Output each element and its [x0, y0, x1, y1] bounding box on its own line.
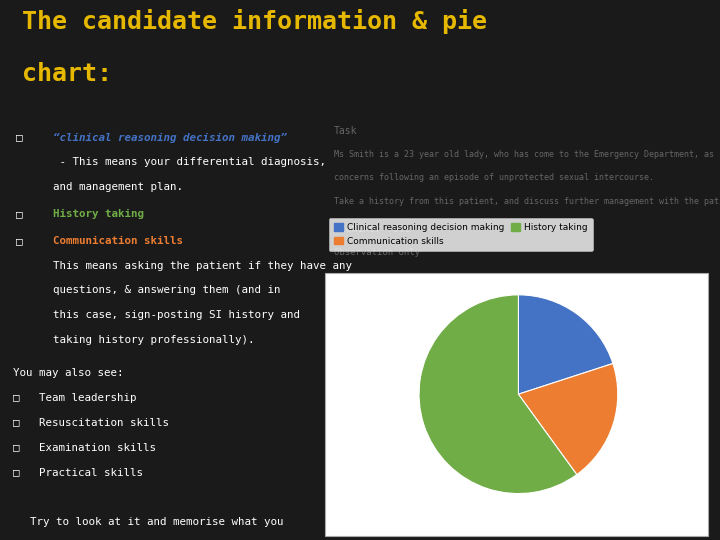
Text: □   Practical skills: □ Practical skills: [12, 467, 143, 477]
Text: Examiner role: Examiner role: [333, 224, 410, 234]
Text: □   Resuscitation skills: □ Resuscitation skills: [12, 417, 168, 428]
Text: questions, & answering them (and in: questions, & answering them (and in: [53, 285, 281, 295]
Text: The candidate information & pie: The candidate information & pie: [22, 9, 487, 34]
Wedge shape: [518, 363, 618, 475]
Text: and management plan.: and management plan.: [53, 182, 184, 192]
Wedge shape: [419, 295, 577, 494]
Text: Take a history from this patient, and discuss further management with the patien: Take a history from this patient, and di…: [333, 197, 720, 206]
Text: □: □: [16, 209, 22, 219]
Text: □: □: [16, 133, 22, 143]
Text: concerns following an episode of unprotected sexual intercourse.: concerns following an episode of unprote…: [333, 173, 654, 182]
Text: Try to look at it and memorise what you: Try to look at it and memorise what you: [30, 517, 284, 528]
Text: □: □: [16, 236, 22, 246]
Text: □   Examination skills: □ Examination skills: [12, 442, 156, 453]
Text: History taking: History taking: [53, 209, 144, 219]
FancyBboxPatch shape: [325, 273, 708, 536]
Text: Task: Task: [333, 126, 357, 136]
Text: You may also see:: You may also see:: [12, 368, 123, 378]
Text: This means asking the patient if they have any: This means asking the patient if they ha…: [53, 261, 352, 271]
Text: “clinical reasoning decision making”: “clinical reasoning decision making”: [53, 133, 287, 143]
Text: chart:: chart:: [22, 62, 112, 86]
Wedge shape: [518, 295, 613, 394]
Text: Ms Smith is a 23 year old lady, who has come to the Emergency Department, as she: Ms Smith is a 23 year old lady, who has …: [333, 150, 720, 159]
Legend: Clinical reasoning decision making, Communication skills, History taking: Clinical reasoning decision making, Comm…: [328, 218, 593, 251]
Text: taking history professionally).: taking history professionally).: [53, 335, 255, 345]
Text: □   Team leadership: □ Team leadership: [12, 393, 136, 403]
Text: - This means your differential diagnosis,: - This means your differential diagnosis…: [53, 157, 326, 167]
Text: Communication skills: Communication skills: [53, 236, 184, 246]
Text: this case, sign-posting SI history and: this case, sign-posting SI history and: [53, 310, 300, 320]
Text: Observation only: Observation only: [333, 248, 420, 257]
